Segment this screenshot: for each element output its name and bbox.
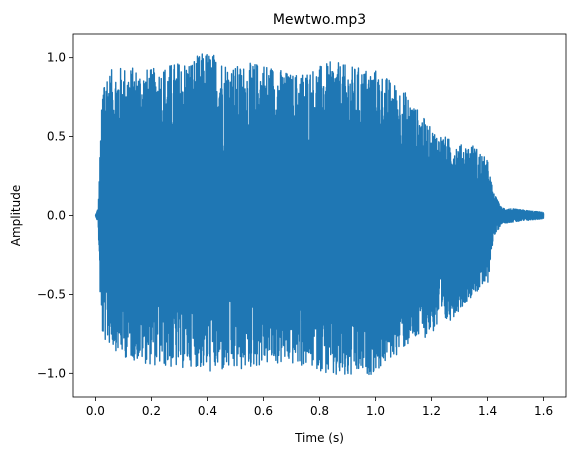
y-tick-label: 0.0 (47, 209, 66, 223)
y-axis-ticks: −1.0 −0.5 0.0 0.5 1.0 (37, 51, 73, 380)
x-axis-label: Time (s) (294, 431, 344, 445)
y-tick-label: −0.5 (37, 287, 66, 301)
y-tick-label: 0.5 (47, 130, 66, 144)
x-tick-label: 1.6 (534, 404, 553, 418)
x-tick-label: 0.2 (142, 404, 161, 418)
y-tick-label: 1.0 (47, 51, 66, 65)
waveform-series (94, 53, 545, 376)
x-tick-label: 1.2 (422, 404, 441, 418)
y-axis-label: Amplitude (9, 185, 23, 247)
x-tick-label: 0.8 (310, 404, 329, 418)
x-tick-label: 0.6 (254, 404, 273, 418)
x-axis-ticks: 0.0 0.2 0.4 0.6 0.8 1.0 1.2 1.4 1.6 (86, 397, 553, 418)
x-tick-label: 1.4 (478, 404, 497, 418)
chart-title: Mewtwo.mp3 (273, 12, 366, 28)
waveform-line (94, 53, 545, 376)
x-tick-label: 0.4 (198, 404, 217, 418)
y-tick-label: −1.0 (37, 366, 66, 380)
x-tick-label: 1.0 (366, 404, 385, 418)
x-tick-label: 0.0 (86, 404, 105, 418)
